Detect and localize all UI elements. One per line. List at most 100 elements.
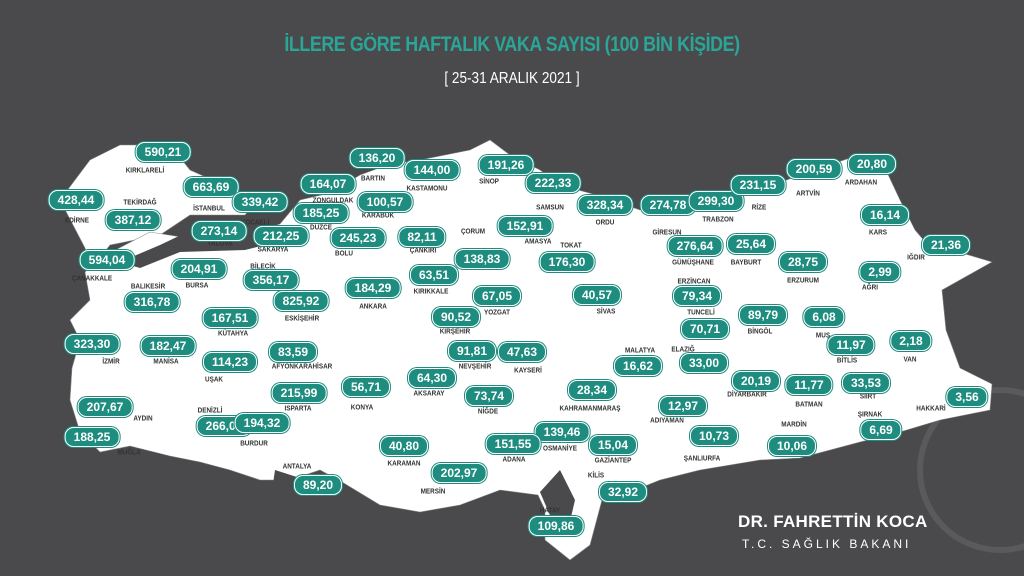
province-value-badge: 47,63: [497, 342, 547, 362]
province-value-badge: 28,75: [778, 252, 828, 272]
province-label: SAMSUN: [536, 202, 564, 212]
province-label: ADIYAMAN: [650, 415, 684, 425]
province-value-badge: 82,11: [398, 227, 446, 247]
province-value-badge: 212,25: [253, 226, 309, 246]
province-value-badge: 91,81: [447, 341, 497, 361]
marmara-sea: [120, 226, 292, 268]
province-label: AĞRI: [862, 282, 878, 292]
province-value-badge: 138,83: [454, 249, 510, 269]
province-label: KARABÜK: [361, 210, 395, 220]
province-label: SİVAS: [596, 306, 616, 316]
province-label: BURDUR: [240, 438, 268, 448]
province-value-badge: 231,15: [730, 175, 786, 195]
province-label: KOCAELİ: [240, 217, 270, 227]
province-value-badge: 274,78: [640, 195, 696, 215]
province-value-badge: 33,00: [679, 353, 729, 373]
province-label: AYDIN: [133, 413, 153, 423]
province-value-badge: 356,17: [243, 270, 299, 290]
province-value-badge: 215,99: [271, 383, 327, 403]
province-value-badge: 299,30: [688, 191, 744, 211]
province-value-badge: 15,04: [588, 435, 638, 455]
province-label: İZMİR: [102, 356, 120, 366]
province-label: AMASYA: [524, 236, 552, 246]
province-label: MALATYA: [624, 345, 656, 355]
province-label: KİLİS: [587, 470, 605, 480]
province-label: BİNGÖL: [747, 326, 773, 336]
province-value-badge: 100,57: [357, 192, 413, 212]
province-label: DÜZCE: [310, 222, 332, 232]
province-value-badge: 89,20: [293, 475, 343, 495]
province-value-badge: 590,21: [135, 142, 191, 162]
page-title: İLLERE GÖRE HAFTALIK VAKA SAYISI (100 Bİ…: [284, 33, 740, 56]
province-value-badge: 825,92: [273, 291, 329, 311]
province-value-badge: 2,99: [859, 262, 901, 282]
province-label: OSMANİYE: [542, 443, 578, 453]
province-label: RİZE: [751, 202, 767, 212]
province-label: KÜTAHYA: [217, 328, 249, 338]
province-value-badge: 188,25: [64, 427, 120, 447]
province-value-badge: 176,30: [539, 252, 595, 272]
province-value-badge: 16,14: [860, 205, 910, 225]
province-value-badge: 6,08: [803, 307, 845, 327]
province-label: ZONGULDAK: [312, 195, 354, 205]
date-range: [ 25-31 ARALIK 2021 ]: [444, 70, 580, 87]
province-label: DENİZLİ: [197, 405, 223, 415]
province-value-badge: 316,78: [124, 292, 180, 312]
province-label: MANİSA: [153, 356, 179, 366]
province-label: BOLU: [334, 248, 354, 258]
province-label: BİLECİK: [250, 261, 276, 271]
province-label: ÇANAKKALE: [71, 273, 113, 283]
province-value-badge: 40,57: [572, 285, 622, 305]
province-value-badge: 10,73: [689, 426, 739, 446]
antalya-gulf: [270, 470, 315, 520]
province-value-badge: 594,04: [79, 250, 135, 270]
province-value-badge: 12,97: [658, 396, 708, 416]
province-value-badge: 185,25: [293, 203, 349, 223]
province-value-badge: 207,67: [77, 397, 133, 417]
province-label: AKSARAY: [413, 388, 445, 398]
province-value-badge: 28,34: [567, 380, 617, 400]
province-label: BAYBURT: [730, 257, 762, 267]
province-label: ISPARTA: [284, 403, 312, 413]
province-label: NİĞDE: [477, 406, 499, 416]
province-label: KIRŞEHİR: [439, 326, 471, 336]
province-value-badge: 273,14: [191, 221, 247, 241]
province-value-badge: 182,47: [140, 336, 196, 356]
province-value-badge: 152,91: [497, 216, 553, 236]
province-label: KARAMAN: [387, 458, 421, 468]
province-label: YALOVA: [207, 238, 233, 248]
province-label: MARDİN: [781, 419, 807, 429]
province-value-badge: 136,20: [349, 148, 405, 168]
province-value-badge: 79,34: [672, 286, 722, 306]
province-value-badge: 191,26: [478, 155, 534, 175]
province-value-badge: 67,05: [472, 286, 522, 306]
province-value-badge: 663,69: [183, 177, 239, 197]
province-value-badge: 114,23: [202, 352, 258, 372]
province-value-badge: 73,74: [464, 386, 514, 406]
province-label: ANTALYA: [282, 461, 312, 471]
province-value-badge: 25,64: [726, 234, 776, 254]
province-label: ELAZIĞ: [671, 344, 695, 354]
province-label: MUŞ: [815, 330, 831, 340]
province-label: ARDAHAN: [844, 177, 878, 187]
province-value-badge: 70,71: [680, 319, 730, 339]
province-label: KIRKLARELİ: [125, 165, 165, 175]
province-label: ARTVİN: [796, 188, 820, 198]
province-label: TRABZON: [702, 214, 734, 224]
province-value-badge: 64,30: [407, 368, 457, 388]
province-label: ŞANLIURFA: [683, 453, 721, 463]
province-value-badge: 2,18: [890, 331, 932, 351]
province-value-badge: 200,59: [786, 159, 842, 179]
province-value-badge: 222,33: [525, 173, 581, 193]
province-value-badge: 16,62: [613, 356, 663, 376]
province-label: KARS: [868, 227, 888, 237]
province-value-badge: 40,80: [379, 436, 429, 456]
province-label: MERSİN: [420, 486, 446, 496]
province-label: KAHRAMANMARAŞ: [559, 403, 621, 413]
province-value-badge: 20,19: [731, 371, 781, 391]
province-value-badge: 167,51: [202, 308, 258, 328]
province-label: HATAY: [539, 505, 561, 515]
province-value-badge: 184,29: [345, 278, 401, 298]
province-value-badge: 56,71: [341, 377, 391, 397]
province-value-badge: 151,55: [485, 434, 541, 454]
